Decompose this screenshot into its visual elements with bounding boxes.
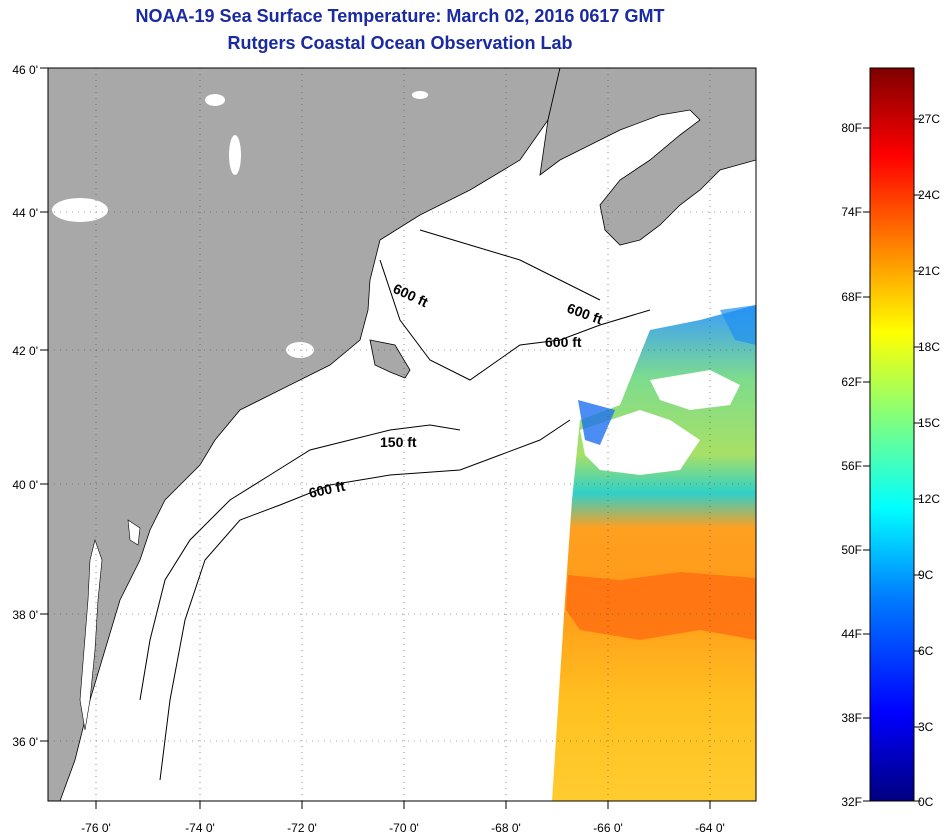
lon-label: -64 0' bbox=[695, 821, 725, 835]
lat-label: 44 0' bbox=[12, 206, 38, 220]
colorbar-label-f: 68F bbox=[841, 290, 862, 304]
cold-shelf-water bbox=[578, 400, 615, 445]
colorbar-label-c: 3C bbox=[918, 720, 934, 734]
colorbar-label-f: 44F bbox=[841, 627, 862, 641]
axis-ticks bbox=[40, 67, 711, 809]
colorbar-label-c: 6C bbox=[918, 644, 934, 658]
colorbar-label-c: 24C bbox=[918, 188, 940, 202]
colorbar-label-c: 12C bbox=[918, 492, 940, 506]
delaware-bay bbox=[127, 519, 141, 546]
lat-label: 40 0' bbox=[12, 478, 38, 492]
contour-600ft bbox=[159, 419, 571, 781]
colorbar-label-c: 15C bbox=[918, 416, 940, 430]
colorbar-label-f: 56F bbox=[841, 459, 862, 473]
lon-label: -66 0' bbox=[593, 821, 623, 835]
colorbar-label-f: 50F bbox=[841, 543, 862, 557]
lat-label: 36 0' bbox=[12, 735, 38, 749]
lake-ontario bbox=[52, 198, 108, 222]
colorbar-ticks bbox=[863, 118, 921, 802]
lon-label: -76 0' bbox=[81, 821, 111, 835]
cloud-mask bbox=[580, 410, 700, 475]
cape-cod-land bbox=[369, 339, 411, 379]
lat-label: 38 0' bbox=[12, 608, 38, 622]
contour-label: 150 ft bbox=[380, 434, 417, 450]
lon-label: -72 0' bbox=[287, 821, 317, 835]
colorbar-label-c: 27C bbox=[918, 112, 940, 126]
nova-scotia-land bbox=[539, 68, 756, 246]
contour-150ft bbox=[139, 424, 461, 701]
map-frame bbox=[47, 67, 757, 802]
warm-gulf-stream bbox=[566, 572, 756, 640]
colorbar-label-f: 74F bbox=[841, 205, 862, 219]
map-subtitle: Rutgers Coastal Ocean Observation Lab bbox=[227, 33, 573, 53]
cloud-mask bbox=[650, 370, 740, 410]
colorbar-label-c: 18C bbox=[918, 340, 940, 354]
contour-600ft-north bbox=[419, 229, 601, 301]
map-title: NOAA-19 Sea Surface Temperature: March 0… bbox=[135, 6, 665, 26]
colorbar bbox=[869, 67, 915, 802]
lake bbox=[412, 91, 428, 99]
cold-shelf-water bbox=[720, 305, 756, 345]
us-mainland-land bbox=[48, 68, 561, 801]
colorbar-label-f: 38F bbox=[841, 711, 862, 725]
colorbar-label-c: 9C bbox=[918, 568, 934, 582]
colorbar-label-c: 21C bbox=[918, 264, 940, 278]
colorbar-label-f: 62F bbox=[841, 375, 862, 389]
lat-label: 42 0' bbox=[12, 344, 38, 358]
chesapeake-bay bbox=[79, 538, 103, 731]
lat-label: 46 0' bbox=[12, 63, 38, 77]
contour-label: 600 ft bbox=[545, 334, 582, 350]
lake bbox=[229, 135, 241, 175]
colorbar-label-f: 80F bbox=[841, 121, 862, 135]
lon-label: -74 0' bbox=[185, 821, 215, 835]
lon-label: -70 0' bbox=[389, 821, 419, 835]
graticule bbox=[48, 68, 756, 801]
colorbar-label-c: 0C bbox=[918, 795, 934, 809]
contour-600ft-gom bbox=[379, 259, 651, 381]
lon-label: -68 0' bbox=[491, 821, 521, 835]
lake bbox=[205, 94, 225, 106]
colorbar-label-f: 32F bbox=[841, 795, 862, 809]
contour-label: 600 ft bbox=[307, 478, 346, 501]
